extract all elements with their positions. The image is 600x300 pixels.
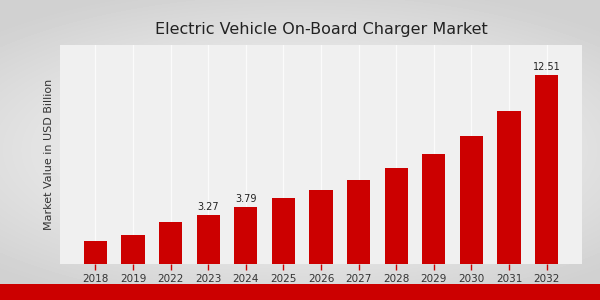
Bar [347,180,370,264]
Bar [197,214,220,264]
Bar [84,241,107,264]
Bar [310,190,332,264]
Text: 3.27: 3.27 [197,202,219,212]
Title: Electric Vehicle On-Board Charger Market: Electric Vehicle On-Board Charger Market [155,22,487,37]
Bar [460,136,483,264]
Bar [497,112,521,264]
Bar [121,235,145,264]
Bar [272,198,295,264]
Bar [159,223,182,264]
Text: 3.79: 3.79 [235,194,257,204]
Y-axis label: Market Value in USD Billion: Market Value in USD Billion [44,79,55,230]
Text: 12.51: 12.51 [533,62,560,72]
Bar [422,154,445,264]
Bar [234,207,257,264]
Bar [535,75,558,264]
Bar [385,168,408,264]
